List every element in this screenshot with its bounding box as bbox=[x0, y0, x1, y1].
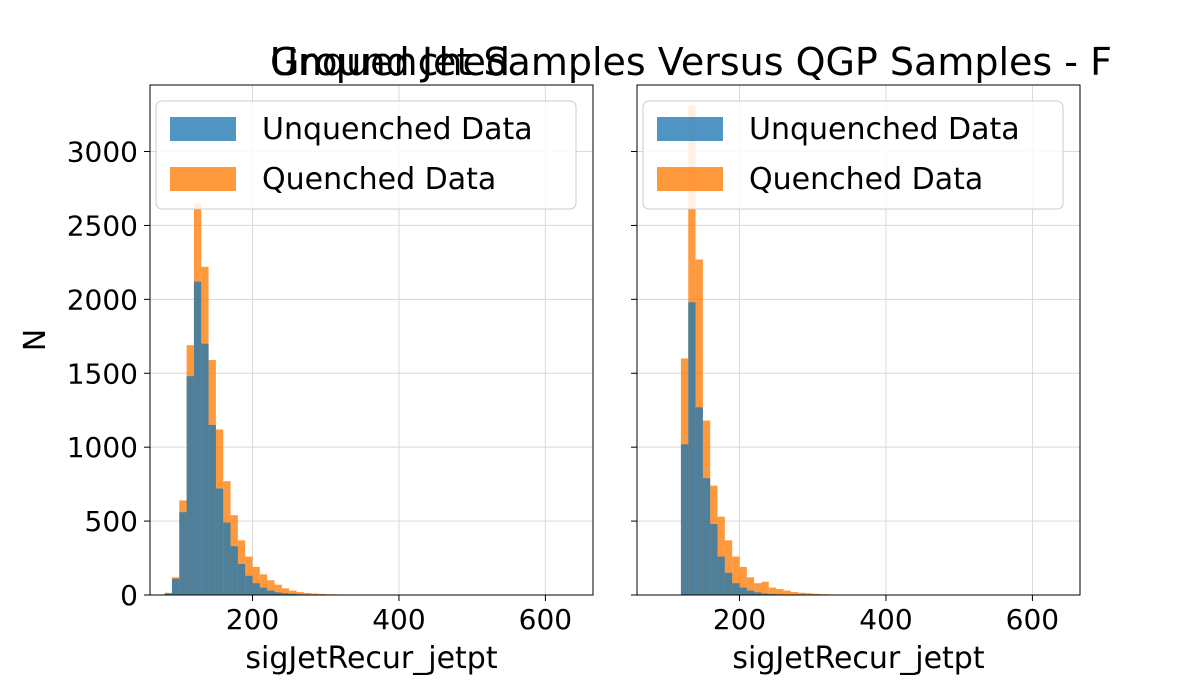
x-tick-label: 600 bbox=[519, 603, 572, 636]
unquenched-bar bbox=[230, 546, 238, 595]
axes-frame bbox=[636, 84, 1081, 596]
y-axis-label: N bbox=[18, 329, 53, 351]
quenched-bar bbox=[281, 588, 290, 595]
quenched-bar bbox=[303, 592, 312, 595]
y-tick-label: 0 bbox=[120, 579, 138, 612]
unquenched-bar bbox=[702, 478, 711, 595]
figure-title-unquenched: Unquenched bbox=[270, 40, 510, 84]
unquenched-bar bbox=[208, 425, 216, 595]
legend-box bbox=[642, 100, 1064, 210]
x-tick-label: 200 bbox=[713, 603, 766, 636]
unquenched-bar bbox=[259, 587, 268, 595]
unquenched-bar bbox=[252, 583, 260, 595]
x-axis-label: sigJetRecur_jetpt bbox=[245, 641, 497, 676]
quenched-bar bbox=[798, 592, 806, 595]
quenched-bar bbox=[768, 587, 777, 595]
legend-label: Quenched Data bbox=[749, 162, 983, 197]
legend-swatch bbox=[657, 167, 723, 191]
y-tick-label: 1000 bbox=[67, 431, 138, 464]
legend-label: Unquenched Data bbox=[749, 112, 1020, 147]
unquenched-bar bbox=[164, 593, 172, 595]
y-tick-label: 1500 bbox=[67, 357, 138, 390]
unquenched-bar bbox=[193, 281, 202, 595]
quenched-bar bbox=[739, 566, 747, 595]
x-tick-label: 400 bbox=[859, 603, 912, 636]
legend-swatch bbox=[170, 117, 236, 141]
quenched-bar bbox=[783, 590, 791, 595]
legend-label: Quenched Data bbox=[262, 162, 496, 197]
quenched-bar bbox=[754, 583, 762, 595]
quenched-bar bbox=[289, 590, 297, 595]
quenched-bar bbox=[252, 566, 260, 595]
unquenched-bar bbox=[761, 593, 769, 595]
quenched-bar bbox=[267, 580, 275, 595]
legend: Unquenched Data Quenched Data bbox=[642, 100, 1064, 210]
y-tick-label: 2500 bbox=[67, 209, 138, 242]
x-tick-label: 400 bbox=[372, 603, 425, 636]
y-tick-label: 3000 bbox=[67, 136, 138, 169]
quenched-bar bbox=[274, 584, 282, 595]
quenched-bar bbox=[717, 516, 725, 595]
unquenched-bar bbox=[186, 376, 194, 595]
unquenched-bar bbox=[281, 593, 290, 595]
unquenched-bar bbox=[724, 572, 733, 595]
legend-label: Unquenched Data bbox=[262, 112, 533, 147]
unquenched-bar bbox=[274, 592, 282, 595]
y-tick-label: 2000 bbox=[67, 283, 138, 316]
quenched-bar bbox=[724, 540, 733, 595]
unquenched-bar bbox=[739, 587, 747, 595]
subplot-right: 200 400 600 sigJetRecur_jetpt Unquenched Dat… bbox=[631, 84, 1081, 676]
legend-box bbox=[155, 100, 577, 210]
x-tick-label: 600 bbox=[1006, 603, 1059, 636]
legend: Unquenched Data Quenched Data bbox=[155, 100, 577, 210]
unquenched-bar bbox=[680, 444, 689, 595]
x-tick-label: 200 bbox=[226, 603, 279, 636]
axes-frame bbox=[149, 84, 594, 596]
x-axis-label: sigJetRecur_jetpt bbox=[732, 641, 984, 676]
quenched-bar bbox=[746, 577, 755, 595]
quenched-bar bbox=[776, 589, 784, 595]
unquenched-bar bbox=[717, 556, 725, 595]
legend-swatch bbox=[657, 117, 723, 141]
quenched-bar bbox=[318, 593, 326, 595]
legend-swatch bbox=[170, 167, 236, 191]
unquenched-bar bbox=[289, 593, 297, 595]
y-tick-label: 500 bbox=[85, 505, 138, 538]
unquenched-bar bbox=[237, 563, 246, 595]
unquenched-bar bbox=[695, 407, 703, 595]
quenched-bar bbox=[805, 593, 813, 595]
quenched-bar bbox=[761, 581, 769, 595]
unquenched-bar bbox=[179, 512, 187, 595]
quenched-bar bbox=[296, 592, 304, 595]
unquenched-bar bbox=[245, 575, 253, 595]
unquenched-bar bbox=[688, 302, 696, 595]
unquenched-bar bbox=[223, 522, 231, 595]
unquenched-bar bbox=[171, 578, 180, 595]
unquenched-bar bbox=[754, 592, 762, 595]
quenched-bar bbox=[812, 593, 821, 595]
figure-title-ground-vs-qgp: Ground Jet Samples Versus QGP Samples - … bbox=[270, 40, 1112, 84]
quenched-bar bbox=[732, 556, 740, 595]
unquenched-bar bbox=[201, 343, 209, 595]
unquenched-bar bbox=[746, 590, 755, 595]
quenched-bar bbox=[790, 592, 799, 595]
unquenched-bar bbox=[710, 524, 718, 595]
quenched-bar bbox=[311, 593, 319, 595]
unquenched-bar bbox=[215, 488, 224, 595]
subplot-left: 200 400 600 0 500 1000 1500 2000 2500 3000 sigJetR… bbox=[18, 84, 594, 676]
unquenched-bar bbox=[267, 590, 275, 595]
unquenched-bar bbox=[732, 583, 740, 595]
quenched-bar bbox=[259, 574, 268, 595]
